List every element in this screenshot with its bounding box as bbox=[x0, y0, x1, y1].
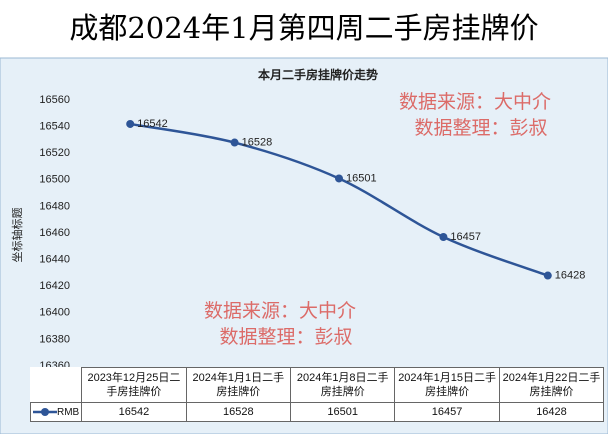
annotation: 数据来源：大中介 bbox=[204, 300, 356, 322]
value-cell: 16428 bbox=[498, 402, 605, 422]
y-tick-label: 16520 bbox=[39, 147, 70, 159]
legend-label: RMB bbox=[57, 406, 80, 418]
data-point bbox=[230, 138, 239, 147]
data-label: 16501 bbox=[346, 172, 377, 184]
y-tick-label: 16440 bbox=[39, 254, 70, 266]
data-point bbox=[335, 174, 343, 183]
annotation: 数据整理：彭叔 bbox=[414, 117, 547, 139]
legend-swatch bbox=[33, 407, 57, 416]
page-title: 成都2024年1月第四周二手房挂牌价 bbox=[69, 11, 538, 45]
category-cell: 2024年1月8日二手房挂牌价 bbox=[290, 367, 396, 403]
value-cell: 16542 bbox=[81, 402, 187, 422]
value-cell: 16457 bbox=[394, 402, 500, 422]
data-label: 16457 bbox=[450, 231, 481, 243]
y-tick-label: 16480 bbox=[39, 200, 70, 212]
y-tick-label: 16560 bbox=[39, 94, 70, 106]
table-row: 2023年12月25日二手房挂牌价 2024年1月1日二手房挂牌价 2024年1月8… bbox=[31, 367, 605, 403]
data-label: 16528 bbox=[242, 136, 273, 148]
data-point bbox=[439, 232, 448, 241]
y-tick-label: 16420 bbox=[39, 280, 70, 292]
y-tick-label: 16380 bbox=[39, 333, 70, 345]
category-cell: 2024年1月22日二手房挂牌价 bbox=[498, 367, 605, 403]
category-cell: 2023年12月25日二手房挂牌价 bbox=[81, 367, 187, 403]
legend-marker bbox=[41, 407, 49, 416]
data-point bbox=[543, 271, 552, 280]
annotation: 数据来源：大中介 bbox=[399, 91, 551, 113]
category-cell: 2024年1月1日二手房挂牌价 bbox=[185, 367, 292, 403]
data-table: 2023年12月25日二手房挂牌价 2024年1月1日二手房挂牌价 2024年1月8… bbox=[29, 367, 605, 422]
table-row: RMB 16542 16528 16501 16457 16428 bbox=[29, 402, 605, 422]
y-tick-label: 16540 bbox=[39, 121, 70, 133]
legend-cell: RMB bbox=[29, 402, 83, 422]
table-corner bbox=[31, 368, 82, 403]
y-tick-label: 16460 bbox=[39, 227, 70, 239]
annotation: 数据整理：彭叔 bbox=[219, 326, 352, 348]
data-label: 16428 bbox=[555, 269, 586, 281]
value-cell: 16501 bbox=[290, 402, 396, 422]
data-label: 16542 bbox=[137, 118, 168, 130]
y-tick-label: 16400 bbox=[39, 307, 70, 319]
category-cell: 2024年1月15日二手房挂牌价 bbox=[394, 367, 500, 403]
chart-title: 本月二手房挂牌价走势 bbox=[258, 67, 378, 82]
y-tick-label: 16500 bbox=[39, 174, 70, 186]
y-axis-title: 坐标轴标题 bbox=[10, 208, 24, 263]
data-point bbox=[126, 119, 135, 128]
value-cell: 16528 bbox=[185, 402, 292, 422]
